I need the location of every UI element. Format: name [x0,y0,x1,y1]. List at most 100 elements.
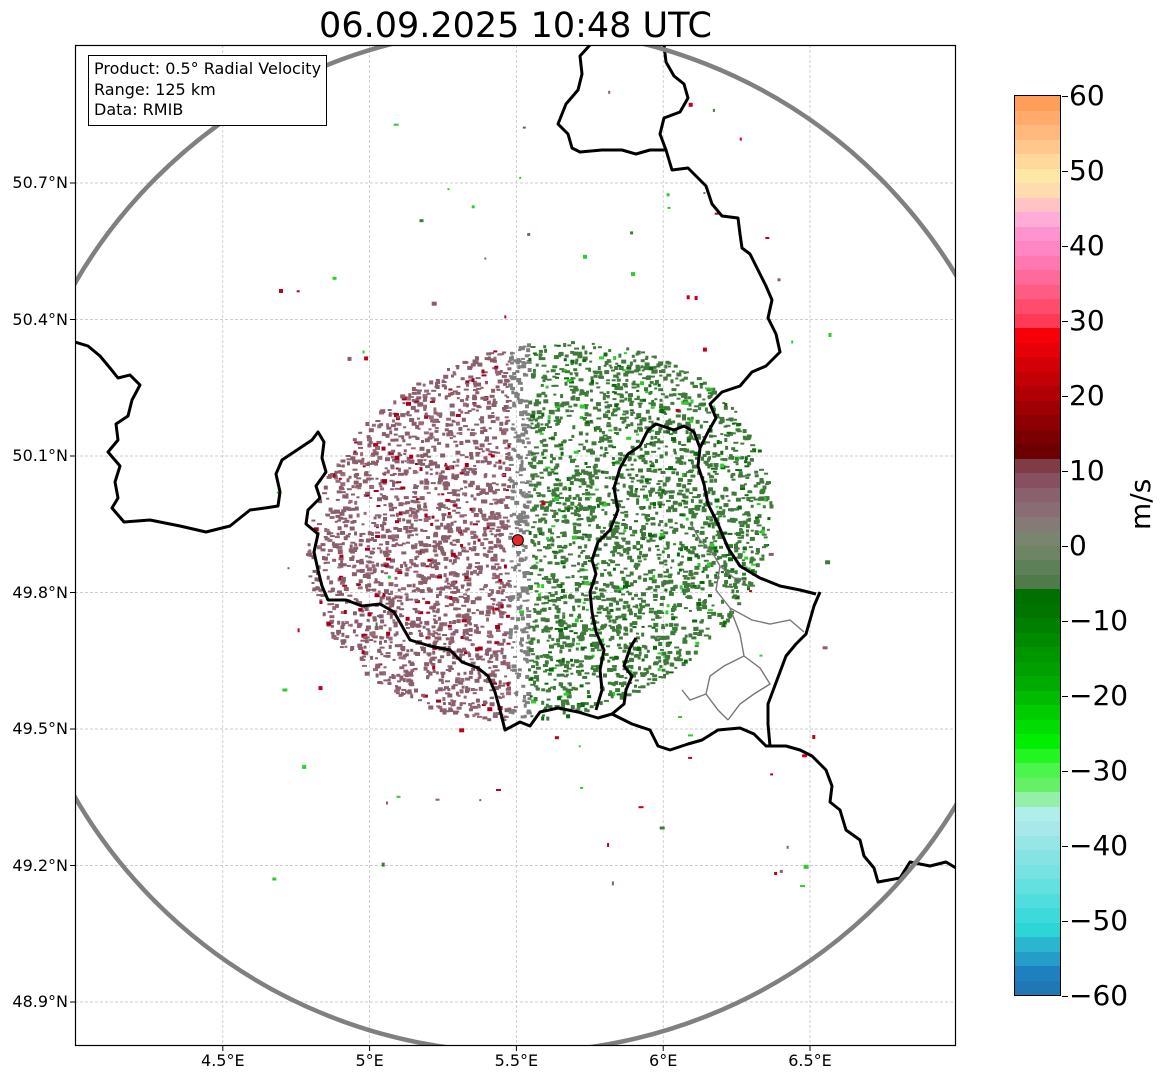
border-germany-east-lux [716,523,817,596]
colorbar-segment [1015,676,1060,691]
colorbar-segment [1015,473,1060,488]
border-luxembourg-germany [611,712,956,884]
province-borders [681,521,805,721]
product-info-box: Product: 0.5° Radial Velocity Range: 125… [88,55,328,126]
colorbar-segment [1015,661,1060,676]
colorbar-tick-label: 0 [1069,529,1087,562]
colorbar-segment [1015,719,1060,734]
colorbar-tick [1062,921,1068,923]
axis-ticks [70,182,811,1051]
colorbar-segment [1015,328,1060,343]
colorbar-segment [1015,690,1060,705]
colorbar-segment [1015,386,1060,401]
colorbar-segment [1015,589,1060,604]
chart-title: 06.09.2025 10:48 UTC [319,6,712,46]
colorbar-tick [1062,171,1068,173]
colorbar-segment [1015,444,1060,459]
luxembourg-canton-lines [681,521,805,721]
colorbar-segment [1015,574,1060,589]
lon-tick-label: 4.5°E [201,1051,245,1070]
country-borders [75,45,956,884]
lat-tick-label: 50.1°N [12,446,68,465]
colorbar-tick-label: 40 [1069,229,1105,262]
colorbar-tick [1062,546,1068,548]
colorbar-tick-label: 60 [1069,79,1105,112]
colorbar-segment [1015,748,1060,763]
colorbar-segment [1015,792,1060,807]
border-luxembourg-france [611,637,638,716]
colorbar-segment [1015,705,1060,720]
lat-tick-label: 49.8°N [12,582,68,602]
colorbar-segment [1015,922,1060,937]
colorbar-segment [1015,197,1060,212]
colorbar-tick-label: 20 [1069,379,1105,412]
colorbar-tick [1062,96,1068,98]
velocity-colorbar [1014,95,1061,996]
colorbar-tick-label: 10 [1069,454,1105,487]
colorbar-segment [1015,777,1060,792]
lon-tick-label: 6.5°E [788,1051,832,1070]
colorbar-segment [1015,299,1060,314]
colorbar-tick-label: 50 [1069,154,1105,187]
info-range: Range: 125 km [94,79,216,99]
lat-tick-label: 50.7°N [12,173,68,192]
colorbar-segment [1015,516,1060,531]
colorbar-segment [1015,734,1060,749]
colorbar-segment [1015,458,1060,473]
colorbar-tick-label: −60 [1069,979,1129,1012]
colorbar-segment [1015,154,1060,169]
colorbar-segment [1015,893,1060,908]
colorbar-tick-label: −30 [1069,754,1129,787]
colorbar-segment [1015,864,1060,879]
lat-tick-label: 50.4°N [12,309,68,329]
colorbar-segment [1015,241,1060,256]
colorbar-segment [1015,531,1060,546]
radar-site-marker[interactable] [511,534,524,547]
radar-echoes [272,90,832,888]
colorbar-tick [1062,321,1068,323]
colorbar-segment [1015,763,1060,778]
colorbar-tick-label: 30 [1069,304,1105,337]
lat-tick-label: 49.5°N [12,719,68,738]
colorbar-segment [1015,125,1060,140]
lat-tick-label: 48.9°N [12,992,68,1011]
lat-tick-label: 49.2°N [12,855,68,875]
colorbar-tick-label: −20 [1069,679,1129,712]
colorbar-segment [1015,835,1060,850]
border-france-belgium-west [75,340,613,732]
colorbar-segment [1015,357,1060,372]
info-source: Data: RMIB [94,100,184,119]
colorbar-tick [1062,621,1068,623]
colorbar-segment [1015,618,1060,633]
border-netherlands [658,45,690,151]
colorbar-segment [1015,284,1060,299]
colorbar-segment [1015,96,1060,111]
colorbar-segment [1015,879,1060,894]
info-product: Product: 0.5° Radial Velocity [94,59,322,78]
lon-tick-label: 5.5°E [494,1051,539,1070]
colorbar-segment [1015,806,1060,821]
colorbar-segment [1015,560,1060,575]
colorbar-tick [1062,396,1068,398]
map-frame-border [74,44,957,1047]
colorbar-segment [1015,183,1060,198]
colorbar-segment [1015,139,1060,154]
colorbar-segment [1015,371,1060,386]
colorbar-segment [1015,212,1060,227]
colorbar-segment [1015,342,1060,357]
colorbar-segment [1015,110,1060,125]
colorbar-tick [1062,996,1068,998]
colorbar-tick-label: −50 [1069,904,1129,937]
colorbar-segment [1015,603,1060,618]
colorbar-segment [1015,415,1060,430]
colorbar-tick [1062,246,1068,248]
colorbar-segment [1015,255,1060,270]
colorbar-segment [1015,908,1060,923]
border-germany-belgium-upper [556,45,782,449]
colorbar-segment [1015,850,1060,865]
colorbar-segment [1015,429,1060,444]
lon-tick-label: 6°E [649,1051,678,1070]
colorbar-unit-label: m/s [1124,478,1157,530]
colorbar-tick [1062,771,1068,773]
